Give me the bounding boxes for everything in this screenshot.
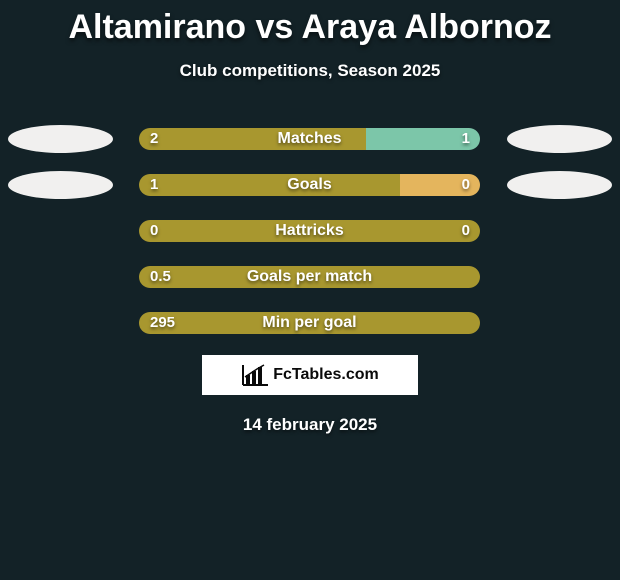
- stat-value-right: 0: [462, 174, 470, 196]
- comparison-date: 14 february 2025: [0, 415, 620, 435]
- stat-value-left: 0.5: [150, 266, 171, 288]
- stat-row: 0.5Goals per match: [0, 263, 620, 291]
- brand-text: FcTables.com: [273, 366, 379, 384]
- stat-bar-left: [139, 266, 480, 288]
- comparison-subtitle: Club competitions, Season 2025: [0, 61, 620, 81]
- stat-value-left: 2: [150, 128, 158, 150]
- player-left-marker: [8, 171, 113, 199]
- stat-row: 00Hattricks: [0, 217, 620, 245]
- player-right-marker: [507, 125, 612, 153]
- stat-bar-left: [139, 174, 400, 196]
- player-left-marker: [8, 125, 113, 153]
- stat-bar-track: [139, 128, 480, 150]
- stat-row: 21Matches: [0, 125, 620, 153]
- bar-chart-icon: [241, 363, 269, 387]
- stat-bar-left: [139, 220, 480, 242]
- stat-value-left: 0: [150, 220, 158, 242]
- stat-bar-track: [139, 312, 480, 334]
- stat-value-left: 295: [150, 312, 175, 334]
- stat-bar-left: [139, 312, 480, 334]
- stat-rows: 21Matches10Goals00Hattricks0.5Goals per …: [0, 125, 620, 337]
- stat-bar-left: [139, 128, 366, 150]
- stat-row: 295Min per goal: [0, 309, 620, 337]
- stat-bar-track: [139, 266, 480, 288]
- brand-badge: FcTables.com: [202, 355, 418, 395]
- stat-row: 10Goals: [0, 171, 620, 199]
- stat-bar-track: [139, 220, 480, 242]
- stat-bar-track: [139, 174, 480, 196]
- comparison-title: Altamirano vs Araya Albornoz: [0, 0, 620, 47]
- player-right-marker: [507, 171, 612, 199]
- stat-value-right: 0: [462, 220, 470, 242]
- stat-value-left: 1: [150, 174, 158, 196]
- stat-value-right: 1: [462, 128, 470, 150]
